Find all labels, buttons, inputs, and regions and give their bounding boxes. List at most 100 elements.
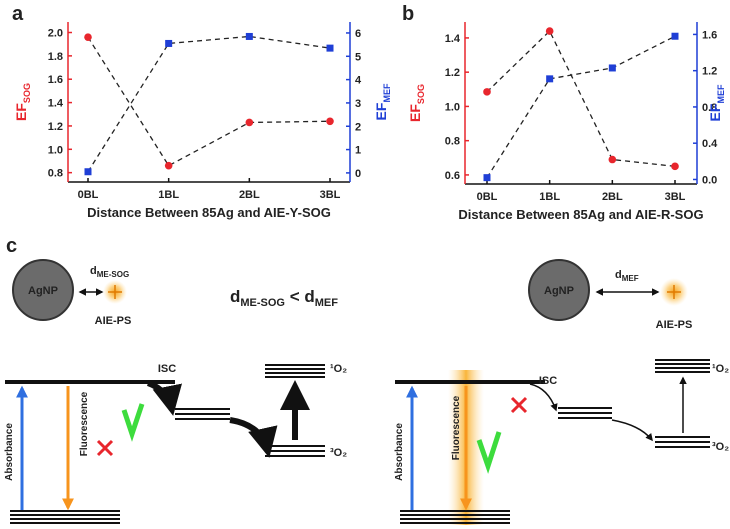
label-main: EF — [13, 103, 29, 121]
chart: a 0.8 1.0 1.2 1.4 1.6 1.8 2.0 0 1 2 3 4 5 6 0BL 1BL 2BL 3B… — [12, 3, 392, 220]
marker — [671, 32, 679, 40]
rel-sub1: ME-SOG — [240, 297, 285, 309]
rel-d1: d — [230, 287, 240, 306]
rel-sub2: MEF — [315, 297, 339, 309]
d-sub: ME-SOG — [97, 270, 129, 279]
absorbance-label: Absorbance — [394, 423, 405, 481]
isc-arrow — [529, 383, 558, 412]
cross — [510, 396, 528, 414]
y2-tick-label: 0.0 — [702, 174, 717, 186]
y-tick-label: 1.0 — [445, 101, 460, 113]
y2-tick-label: 6 — [355, 28, 361, 40]
particle-label: AgNP — [544, 285, 574, 297]
marker — [608, 155, 617, 164]
y-axis-label: EFSOG — [13, 83, 32, 121]
ps-star — [667, 285, 681, 299]
y2-tick-label: 0.4 — [702, 138, 718, 150]
label-main: EF — [407, 104, 423, 122]
x-axis-label: Distance Between 85Ag and AIE-R-SOG — [458, 207, 703, 222]
y-axis-label: EFMEF — [707, 84, 726, 121]
d: d — [90, 265, 97, 277]
marker — [608, 64, 616, 72]
x-tick-label: 0BL — [78, 189, 99, 201]
chart: b 0.6 0.8 1.0 1.2 1.4 0.0 0.4 0.8 1.2 1.6 0BL 1BL 2BL… — [402, 3, 726, 222]
y-tick-label: 1.4 — [48, 98, 64, 110]
label-sub: SOG — [22, 83, 32, 103]
y-tick-label: 1.0 — [48, 144, 63, 156]
series-line — [87, 35, 331, 173]
marker — [245, 32, 253, 40]
x-tick-label: 1BL — [158, 189, 179, 201]
y-tick-label: 2.0 — [48, 28, 63, 40]
triplet-label: ³O₂ — [712, 441, 729, 453]
ground-levels — [10, 510, 120, 524]
x-tick-label: 3BL — [320, 189, 341, 201]
x-axis-label: Distance Between 85Ag and AIE-Y-SOG — [87, 205, 331, 220]
y2-tick-label: 1.2 — [702, 66, 717, 78]
fluorescence-label: Fluorescence — [79, 391, 90, 456]
distance-label: dMEF — [615, 269, 639, 283]
energy-diagram-left: Absorbance Fluorescence ISC ¹O₂ ³O₂ — [4, 363, 347, 524]
check — [121, 403, 145, 442]
y2-tick-label: 5 — [355, 51, 361, 63]
series-line — [87, 36, 331, 167]
singlet-label: ¹O₂ — [330, 363, 347, 375]
particle — [528, 259, 590, 321]
triplet-o2-levels — [655, 436, 710, 448]
y-tick-label: 1.2 — [445, 67, 460, 79]
marker — [84, 168, 92, 176]
ps-star — [108, 285, 122, 299]
singlet-o2-levels — [655, 359, 710, 373]
particle-label: AgNP — [28, 285, 58, 297]
y-tick-label: 1.2 — [48, 121, 63, 133]
relation: dME-SOG < dMEF — [230, 287, 338, 309]
label-main: EF — [707, 103, 723, 121]
y2-tick-label: 0.8 — [702, 102, 717, 114]
marker — [483, 88, 491, 96]
particle — [12, 259, 74, 321]
singlet-label: ¹O₂ — [712, 363, 729, 375]
marker — [165, 39, 173, 47]
triplet-ps-levels — [558, 407, 612, 419]
marker — [326, 117, 334, 126]
marker — [545, 27, 554, 35]
y2-tick-label: 4 — [355, 75, 362, 87]
marker — [671, 162, 679, 171]
x-tick-label: 2BL — [239, 189, 260, 201]
y-tick-label: 0.8 — [48, 168, 63, 180]
y-tick-label: 1.6 — [48, 74, 63, 86]
x-tick-label: 3BL — [665, 191, 686, 203]
distance-label: dME-SOG — [90, 265, 129, 279]
panel-label: a — [12, 3, 24, 25]
series-line — [486, 29, 676, 168]
y-tick-label: 1.8 — [48, 51, 63, 63]
triplet-ps-levels — [175, 408, 230, 420]
y-tick-label: 0.6 — [445, 170, 460, 182]
triplet-label: ³O₂ — [330, 447, 347, 459]
x-tick-label: 1BL — [539, 191, 560, 203]
transfer-arrow — [611, 419, 653, 442]
transfer-arrow — [229, 417, 278, 458]
fluorescence-label: Fluorescence — [451, 395, 462, 460]
label-main: EF — [373, 102, 389, 120]
energy-diagram-right: Absorbance Fluorescence ISC ¹O₂ ³O₂ — [394, 359, 729, 525]
marker — [483, 174, 491, 182]
triplet-o2-levels — [265, 445, 325, 457]
d: d — [615, 269, 622, 281]
marker — [326, 44, 334, 52]
absorbance-label: Absorbance — [4, 423, 15, 481]
ps-label: AIE-PS — [656, 319, 693, 331]
isc-label: ISC — [158, 363, 176, 375]
marker — [245, 118, 254, 127]
x-tick-label: 2BL — [602, 191, 623, 203]
charts: a 0.8 1.0 1.2 1.4 1.6 1.8 2.0 0 1 2 3 4 5 6 0BL 1BL 2BL 3B… — [12, 3, 726, 222]
y2-tick-label: 3 — [355, 98, 361, 110]
panel-label: c — [6, 235, 17, 257]
panel-label: b — [402, 3, 414, 25]
series-line — [486, 35, 676, 179]
ground-levels — [400, 510, 510, 524]
singlet-o2-levels — [265, 364, 325, 378]
isc-arrow — [146, 380, 182, 416]
y-axis-label: EFMEF — [373, 83, 392, 120]
y-tick-label: 1.4 — [445, 33, 461, 45]
